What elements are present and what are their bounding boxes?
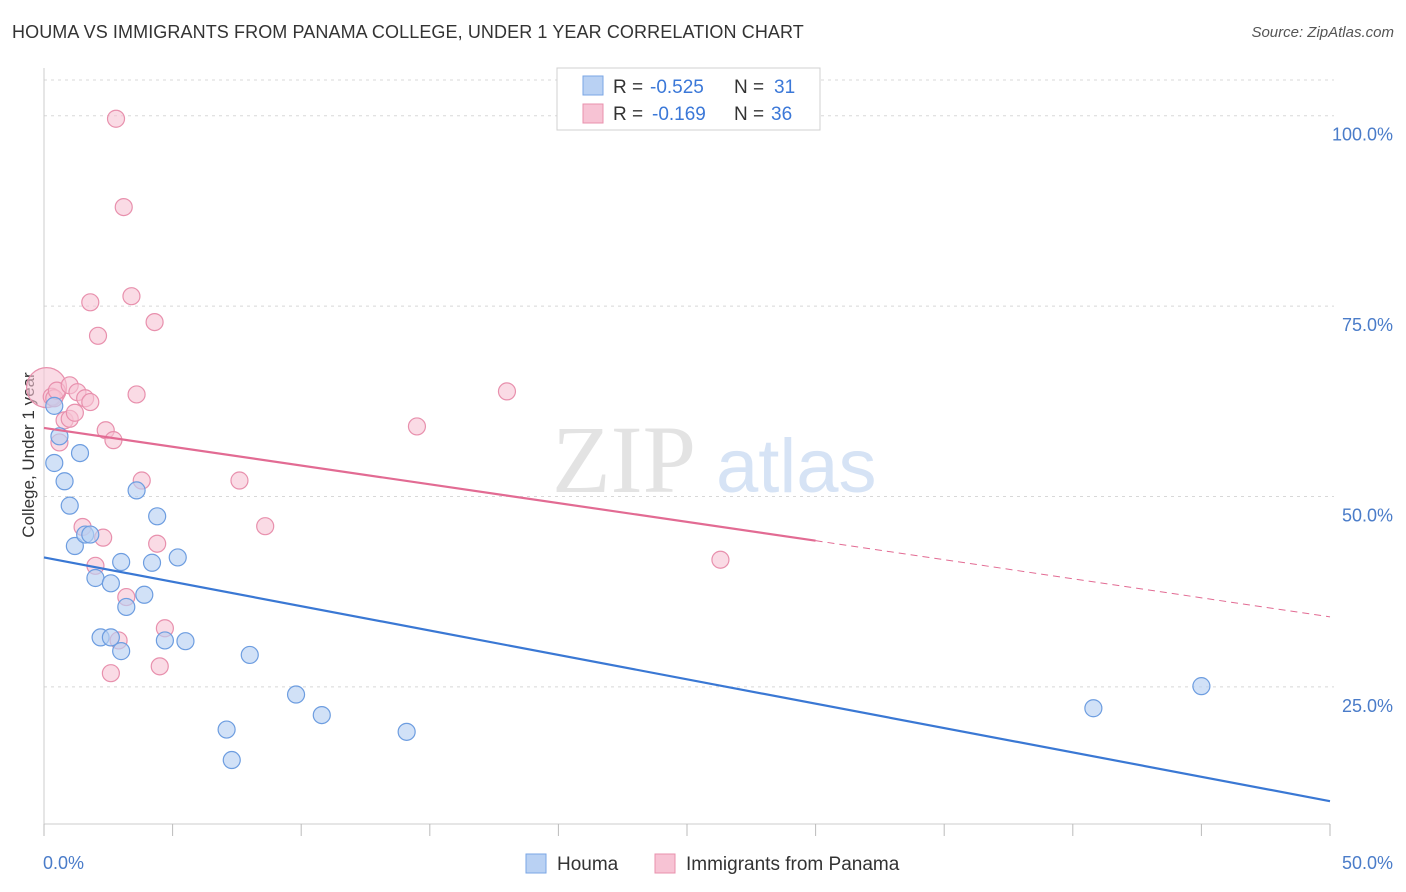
point-houma (168, 548, 187, 567)
y-tick-label: 75.0% (1342, 315, 1393, 335)
point-houma (217, 720, 236, 739)
point-houma (1192, 677, 1211, 696)
series-houma-points (45, 396, 1211, 770)
point-houma (81, 525, 100, 544)
legend-swatch-panama (582, 103, 604, 124)
series-panama-points (25, 109, 730, 683)
point-panama (122, 287, 141, 306)
y-axis-label: College, Under 1 year (19, 372, 38, 538)
point-houma (176, 632, 195, 651)
point-panama (114, 197, 133, 217)
point-panama (148, 534, 167, 553)
x-tick-label-max: 50.0% (1342, 853, 1393, 873)
point-panama (150, 657, 169, 676)
legend-n-label-houma: N = (734, 77, 764, 98)
x-tick-labels: 0.0% 50.0% (43, 853, 1393, 873)
point-houma (142, 553, 162, 572)
trend-line-panama-extension (815, 540, 1331, 618)
legend-r-label-houma: R = (613, 77, 643, 98)
legend-r-label-panama: R = (613, 104, 643, 125)
bottom-legend-label-houma: Houma (557, 854, 619, 875)
trend-line-houma (43, 556, 1331, 803)
point-houma (222, 750, 241, 770)
point-panama (127, 385, 146, 404)
legend-n-value-panama: 36 (771, 104, 792, 125)
point-houma (286, 685, 306, 704)
point-houma (86, 568, 105, 588)
point-panama (88, 326, 108, 345)
source-credit: Source: ZipAtlas.com (1251, 24, 1394, 41)
point-houma (1084, 699, 1103, 718)
trend-lines (43, 426, 1331, 803)
point-panama (711, 550, 730, 569)
bottom-legend-swatch-houma (525, 853, 547, 874)
point-houma (65, 536, 84, 556)
point-houma (50, 427, 69, 446)
point-houma (112, 642, 131, 661)
chart-title: HOUMA VS IMMIGRANTS FROM PANAMA COLLEGE,… (12, 22, 804, 42)
point-houma (397, 722, 416, 741)
legend-r-value-houma: -0.525 (650, 77, 704, 98)
series-legend: Houma Immigrants from Panama (525, 853, 900, 875)
watermark-atlas: atlas (716, 424, 877, 509)
point-panama (101, 664, 120, 683)
y-tick-label: 100.0% (1332, 125, 1393, 145)
point-houma (60, 496, 79, 515)
point-houma (127, 481, 146, 500)
legend-swatch-houma (582, 75, 604, 96)
point-houma (135, 585, 154, 604)
point-panama (106, 109, 126, 128)
point-houma (45, 453, 64, 473)
point-houma (101, 574, 120, 593)
point-houma (45, 396, 64, 415)
point-panama (145, 312, 164, 332)
x-tick-label-min: 0.0% (43, 853, 84, 873)
point-panama (104, 431, 123, 450)
correlation-legend: R = -0.525 N = 31 R = -0.169 N = 36 (556, 67, 821, 131)
y-tick-labels: 25.0% 50.0% 75.0% 100.0% (1332, 125, 1393, 716)
point-houma (55, 472, 74, 491)
point-houma (155, 631, 174, 650)
legend-r-value-panama: -0.169 (652, 104, 706, 125)
point-houma (112, 552, 131, 572)
point-houma (148, 507, 167, 526)
point-houma (101, 628, 120, 647)
point-panama (497, 382, 517, 401)
point-houma (240, 645, 259, 665)
point-panama (256, 517, 275, 536)
grid-lines (44, 79, 1334, 688)
point-panama (407, 417, 427, 436)
watermark-zip: ZIP (552, 406, 696, 513)
axes (43, 68, 1331, 836)
point-houma (117, 597, 136, 617)
point-panama (65, 403, 84, 422)
bottom-legend-label-panama: Immigrants from Panama (686, 854, 900, 875)
point-houma (312, 705, 331, 725)
y-tick-label: 25.0% (1342, 696, 1393, 716)
point-panama (230, 471, 249, 490)
legend-n-value-houma: 31 (774, 77, 795, 98)
point-panama (81, 293, 100, 312)
point-houma (70, 443, 90, 463)
legend-n-label-panama: N = (734, 104, 764, 125)
point-panama (81, 392, 100, 412)
y-tick-label: 50.0% (1342, 506, 1393, 526)
bottom-legend-swatch-panama (654, 853, 676, 874)
trend-line-panama (43, 426, 816, 542)
